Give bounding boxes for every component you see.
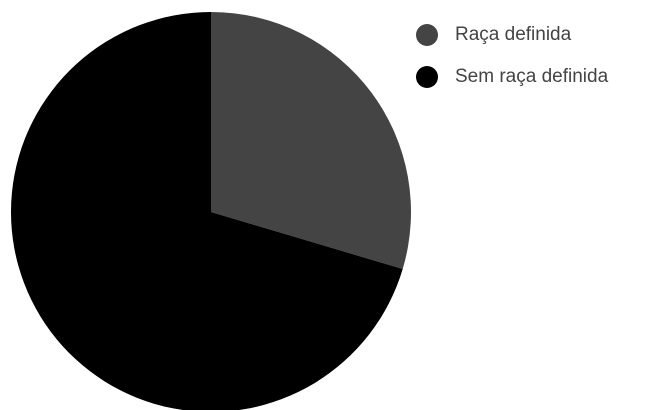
legend-item-raca-definida[interactable]: Raça definida <box>416 24 608 46</box>
legend-swatch-raca-definida <box>416 24 438 46</box>
pie-slice-sem-raca-definida[interactable] <box>10 12 403 410</box>
legend: Raça definida Sem raça definida <box>416 24 608 108</box>
legend-item-sem-raca-definida[interactable]: Sem raça definida <box>416 66 608 88</box>
pie-slice-raca-definida[interactable] <box>211 12 411 269</box>
legend-label-raca-definida: Raça definida <box>455 24 572 45</box>
legend-label-sem-raca-definida: Sem raça definida <box>455 66 609 87</box>
legend-swatch-sem-raca-definida <box>416 66 438 88</box>
pie-slices <box>10 12 411 410</box>
